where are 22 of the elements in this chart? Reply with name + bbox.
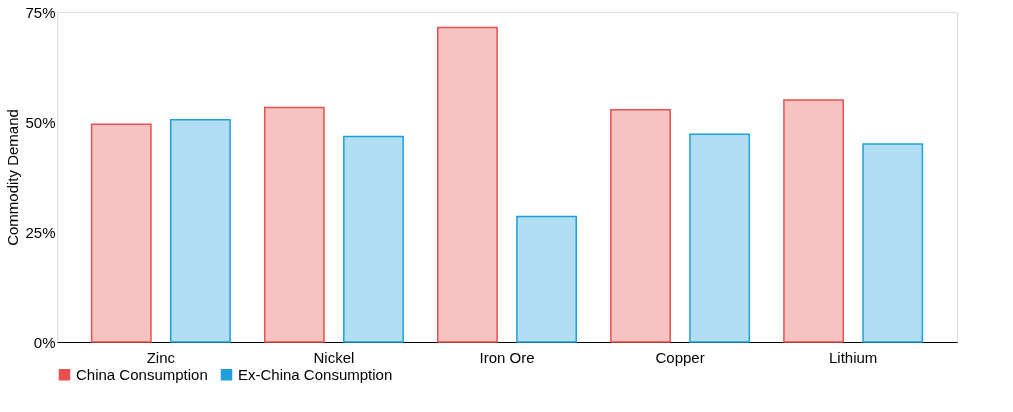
legend-label: China Consumption (76, 365, 208, 383)
y-tick-label: 25% (25, 223, 56, 241)
x-tick-label: Iron Ore (479, 348, 535, 366)
x-tick-label: Nickel (313, 348, 355, 366)
bar (169, 119, 231, 343)
bar (862, 143, 924, 343)
bar (343, 135, 404, 343)
bar (516, 215, 577, 343)
bar (610, 108, 671, 343)
y-tick-label: 50% (25, 113, 56, 131)
y-tick-label: 75% (25, 3, 56, 21)
bar (437, 26, 498, 343)
x-tick-label: Lithium (828, 348, 878, 366)
bar (689, 133, 751, 343)
y-axis-title: Commodity Demand (4, 109, 22, 246)
x-tick-label: Copper (655, 348, 705, 366)
x-tick-label: Zinc (146, 348, 176, 366)
bar (263, 106, 325, 343)
bar (90, 123, 152, 343)
legend-label: Ex-China Consumption (238, 365, 393, 383)
bar (783, 99, 845, 343)
y-tick-label: 0% (33, 333, 56, 351)
